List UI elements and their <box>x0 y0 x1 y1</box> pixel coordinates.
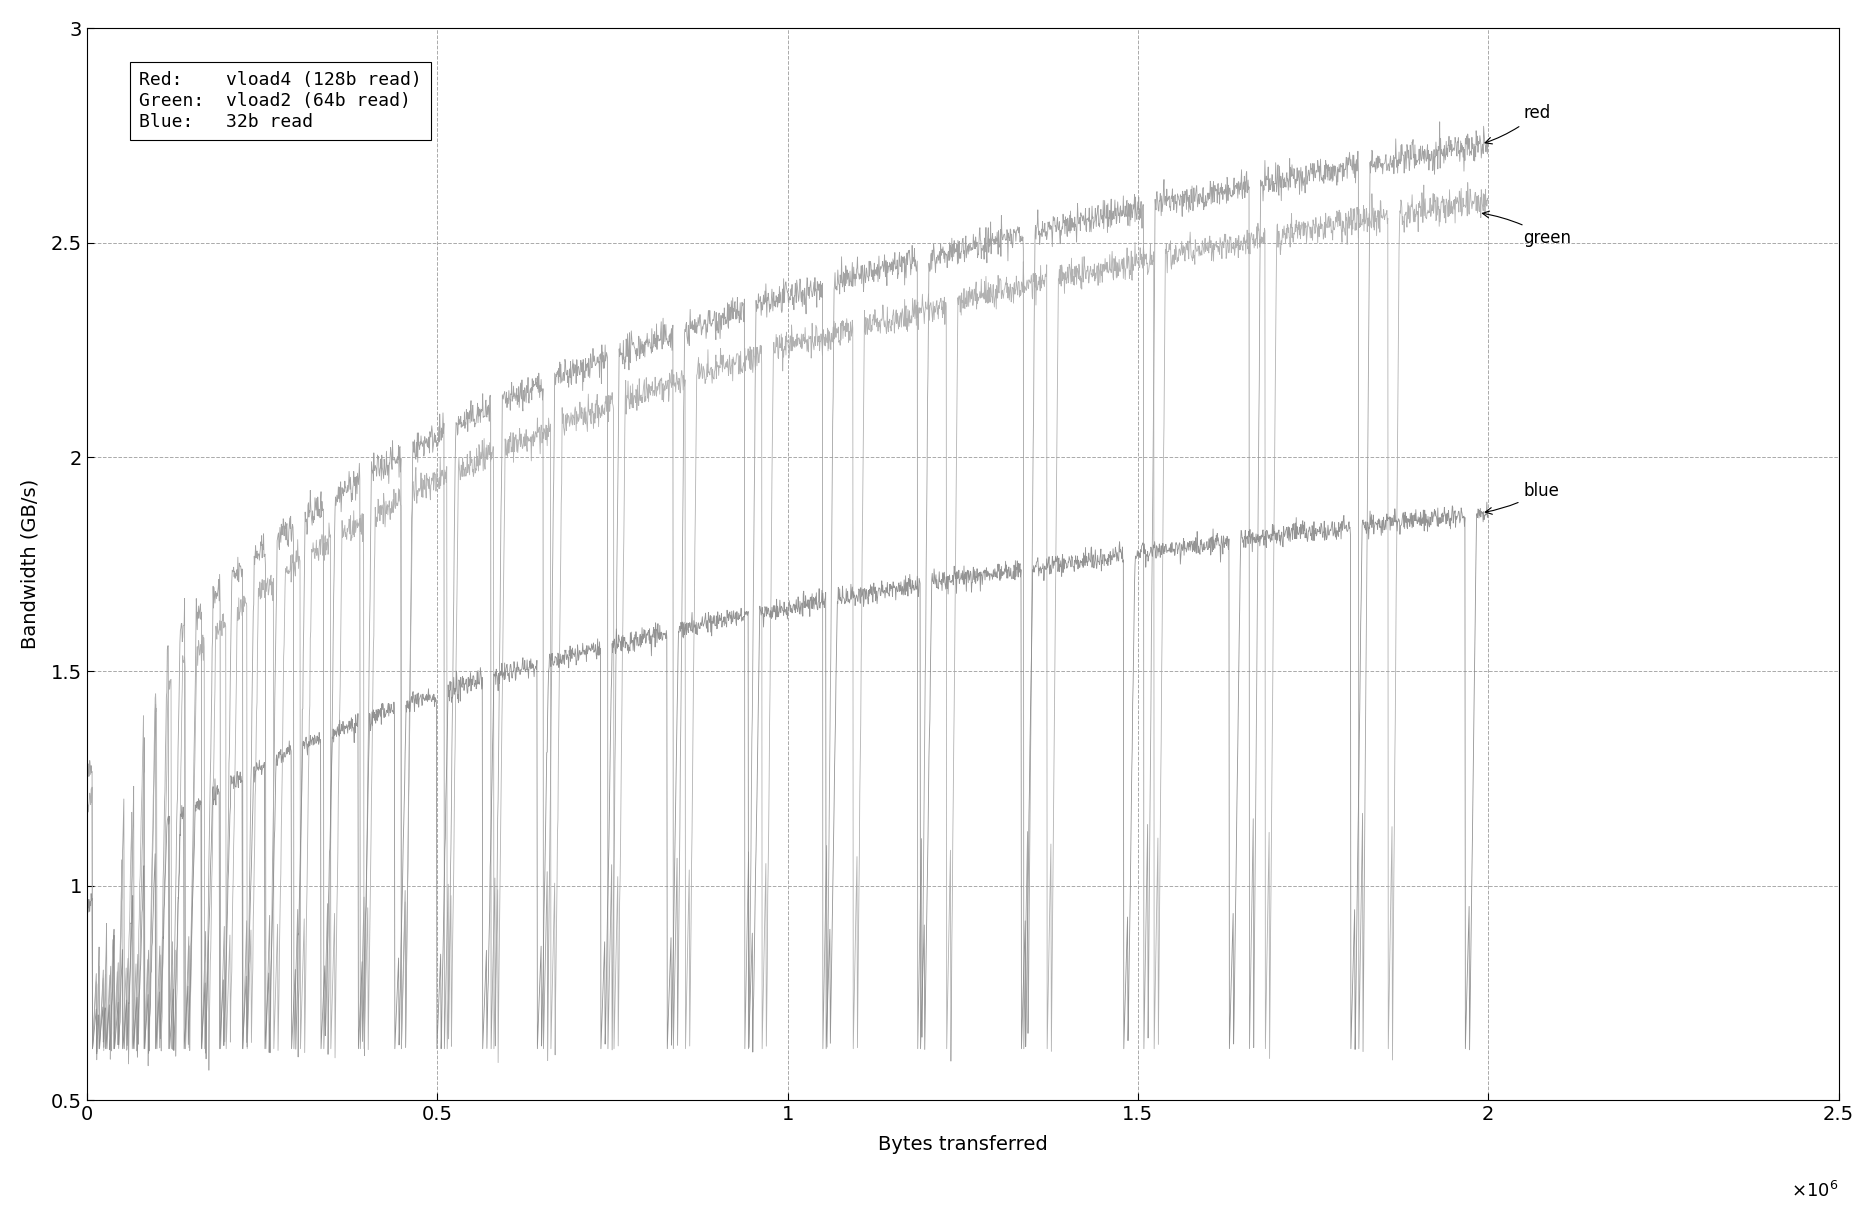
Text: green: green <box>1483 211 1571 247</box>
Text: red: red <box>1485 104 1551 144</box>
X-axis label: Bytes transferred: Bytes transferred <box>878 1135 1048 1154</box>
Text: blue: blue <box>1485 482 1560 515</box>
Text: Red:    vload4 (128b read)
Green:  vload2 (64b read)
Blue:   32b read: Red: vload4 (128b read) Green: vload2 (6… <box>139 71 422 131</box>
Y-axis label: Bandwidth (GB/s): Bandwidth (GB/s) <box>21 480 39 649</box>
Text: $\times 10^6$: $\times 10^6$ <box>1791 1181 1839 1200</box>
